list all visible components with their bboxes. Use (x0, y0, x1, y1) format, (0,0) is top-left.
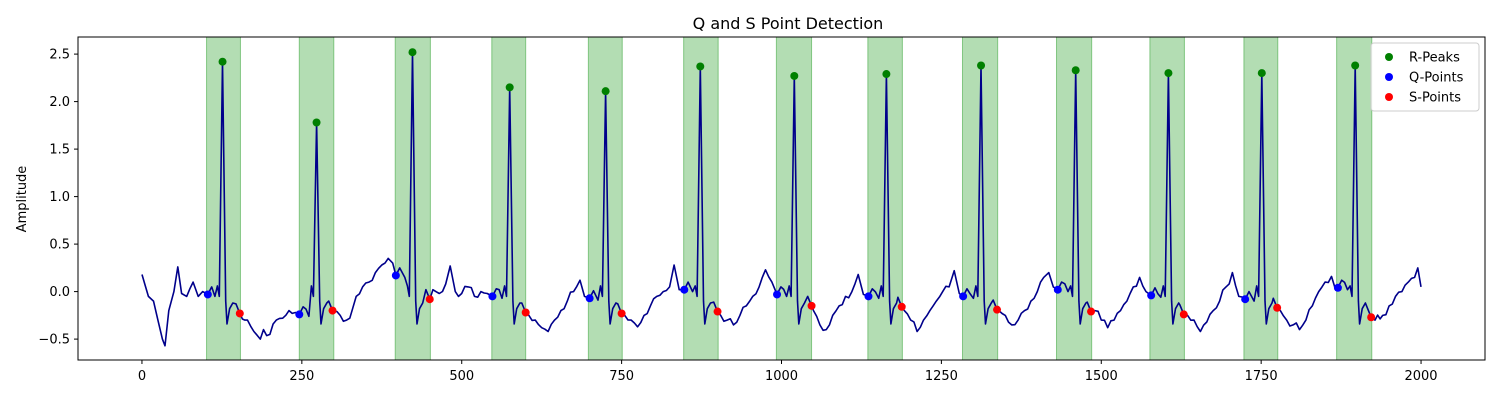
y-tick-label: 0.0 (49, 285, 70, 300)
x-tick-label: 0 (138, 369, 146, 384)
s-point (1179, 310, 1188, 319)
r-peak (977, 61, 986, 70)
q-point (1333, 283, 1342, 292)
r-peak (505, 83, 514, 92)
q-point (488, 292, 497, 301)
q-point (585, 294, 594, 303)
shaded-region (587, 36, 623, 361)
r-peak (601, 87, 610, 96)
legend-marker (1385, 73, 1393, 81)
s-point (1367, 313, 1376, 322)
x-tick-label: 2000 (1404, 369, 1437, 384)
s-point (807, 301, 816, 310)
legend-marker (1385, 93, 1393, 101)
y-tick-label: 2.0 (49, 95, 70, 110)
s-point (1273, 303, 1282, 312)
q-point (295, 310, 304, 319)
r-peak (218, 57, 227, 66)
y-tick-label: 2.5 (49, 48, 70, 63)
x-tick-label: 250 (289, 369, 314, 384)
q-point (1241, 295, 1250, 304)
legend-marker (1385, 53, 1393, 61)
legend-box (1370, 42, 1480, 112)
y-tick-label: −0.5 (38, 333, 70, 348)
r-peak (1351, 61, 1360, 70)
s-point (897, 302, 906, 311)
r-peak (408, 48, 417, 57)
q-point (773, 290, 782, 299)
r-peak (1257, 69, 1266, 78)
r-peak (790, 71, 799, 80)
q-point (1147, 291, 1156, 300)
legend-label: Q-Points (1409, 71, 1464, 86)
s-point (328, 306, 337, 315)
x-tick-label: 1500 (1085, 369, 1118, 384)
r-peak (696, 62, 705, 71)
q-point (864, 292, 873, 301)
legend-label: R-Peaks (1409, 51, 1460, 66)
y-tick-label: 0.5 (49, 238, 70, 253)
y-axis: −0.5 0.0 0.5 1.0 1.5 2.0 2.5 (38, 48, 78, 348)
chart-title: Q and S Point Detection (693, 14, 884, 33)
s-point (235, 309, 244, 318)
shaded-region (298, 36, 335, 361)
q-point (959, 292, 968, 301)
s-point (521, 308, 530, 317)
s-point (1087, 307, 1096, 316)
x-tick-label: 1250 (925, 369, 958, 384)
x-tick-label: 1000 (765, 369, 798, 384)
q-point (1053, 285, 1062, 294)
y-axis-label: Amplitude (15, 166, 30, 233)
y-tick-label: 1.0 (49, 190, 70, 205)
x-tick-label: 750 (609, 369, 634, 384)
s-point (425, 295, 434, 304)
legend-label: S-Points (1409, 91, 1461, 106)
r-peak (882, 70, 891, 79)
s-point (617, 309, 626, 318)
r-peak (1164, 69, 1173, 78)
markers-layer (203, 48, 1376, 322)
r-peak (1071, 66, 1080, 75)
s-point (713, 307, 722, 316)
s-point (993, 305, 1002, 314)
q-point (391, 271, 400, 280)
q-point (203, 290, 212, 299)
x-axis: 0 250 500 750 1000 1250 1500 1750 2000 (138, 360, 1438, 384)
y-tick-label: 1.5 (49, 143, 70, 158)
x-tick-label: 1750 (1245, 369, 1278, 384)
x-tick-label: 500 (449, 369, 474, 384)
legend: R-Peaks Q-Points S-Points (1370, 42, 1480, 112)
q-point (680, 285, 689, 294)
r-peak (312, 118, 321, 127)
